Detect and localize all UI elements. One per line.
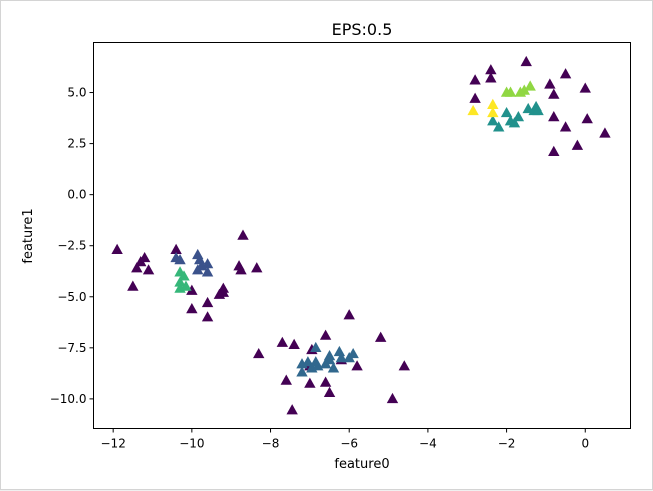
data-point-cluster-1-3 — [142, 264, 155, 275]
data-point-cluster-1-20 — [280, 374, 292, 385]
data-point-cluster-1-32 — [374, 331, 387, 342]
x-tick-label: −8 — [262, 437, 280, 451]
y-axis-label: feature1 — [21, 208, 36, 263]
y-tick-label: 5.0 — [67, 86, 86, 100]
data-point-cluster-1-40 — [544, 78, 556, 89]
data-point-cluster-1-42 — [548, 111, 560, 122]
data-point-cluster0-6 — [201, 258, 214, 269]
data-point-cluster-1-5 — [127, 280, 139, 291]
data-point-cluster-1-19 — [276, 336, 289, 347]
data-point-cluster-1-33 — [386, 392, 399, 404]
data-point-cluster3-1 — [178, 270, 190, 281]
data-point-cluster-1-47 — [579, 82, 591, 93]
data-point-cluster-1-46 — [571, 139, 584, 150]
data-point-cluster4-4 — [524, 80, 536, 91]
y-tick-label: −5.0 — [57, 290, 86, 304]
data-point-cluster-1-39 — [520, 55, 532, 67]
data-point-cluster5-1 — [487, 98, 499, 109]
x-axis-ticks: −12 −10 −8 −6 −4 −2 0 — [101, 428, 589, 451]
data-point-cluster-1-28 — [323, 386, 336, 397]
y-tick-label: 2.5 — [67, 137, 86, 151]
data-point-cluster-1-35 — [469, 74, 481, 85]
x-tick-label: −4 — [419, 437, 437, 451]
data-point-cluster2-5 — [512, 111, 525, 122]
data-point-cluster-1-22 — [286, 404, 298, 415]
data-point-cluster4-3 — [518, 84, 530, 95]
data-point-cluster2-2 — [500, 106, 513, 118]
x-tick-label: 0 — [581, 437, 589, 451]
data-point-cluster0-5 — [192, 264, 204, 275]
data-point-cluster-1-0 — [111, 243, 123, 254]
data-point-cluster2-4 — [508, 117, 521, 128]
data-point-cluster2-1 — [493, 121, 505, 132]
x-tick-label: −2 — [498, 437, 516, 451]
data-point-cluster0-1 — [174, 254, 186, 265]
y-tick-label: −10.0 — [50, 392, 87, 406]
data-point-cluster1-6 — [310, 341, 322, 353]
data-point-cluster-1-31 — [351, 360, 363, 371]
data-point-cluster-1-44 — [559, 68, 572, 79]
data-point-cluster-1-4 — [131, 262, 143, 273]
data-point-cluster-1-7 — [186, 284, 198, 295]
data-point-cluster1-10 — [327, 362, 340, 373]
data-point-cluster-1-2 — [138, 251, 151, 263]
data-point-cluster1-1 — [296, 366, 308, 377]
data-point-cluster4-1 — [504, 86, 517, 97]
data-point-cluster-1-15 — [235, 264, 247, 275]
data-point-cluster-1-13 — [213, 288, 226, 299]
data-point-cluster0-3 — [194, 254, 206, 265]
data-point-cluster2-9 — [532, 104, 544, 116]
data-point-cluster-1-6 — [170, 243, 182, 254]
data-point-cluster-1-27 — [319, 376, 332, 387]
data-point-cluster-1-9 — [201, 296, 214, 308]
data-point-cluster-1-43 — [548, 145, 560, 156]
x-axis-label: feature0 — [334, 457, 389, 472]
data-point-cluster-1-34 — [398, 360, 410, 371]
chart-title: EPS:0.5 — [332, 20, 393, 39]
data-point-cluster-1-30 — [343, 309, 355, 320]
data-point-cluster1-14 — [347, 347, 359, 359]
data-point-cluster3-4 — [180, 280, 192, 291]
data-point-cluster-1-36 — [469, 92, 481, 103]
data-point-cluster5-2 — [487, 106, 499, 118]
data-point-cluster-1-41 — [548, 88, 560, 99]
y-tick-label: 0.0 — [67, 188, 86, 202]
data-point-cluster-1-8 — [186, 303, 198, 314]
data-point-cluster-1-45 — [559, 121, 572, 132]
x-tick-label: −10 — [179, 437, 204, 451]
x-tick-label: −6 — [340, 437, 358, 451]
data-point-cluster-1-48 — [581, 113, 593, 124]
y-tick-label: −2.5 — [57, 239, 86, 253]
data-point-cluster-1-16 — [237, 229, 249, 240]
data-points — [111, 55, 611, 415]
data-point-cluster-1-10 — [201, 311, 214, 322]
data-point-cluster-1-38 — [485, 72, 497, 83]
data-point-cluster-1-17 — [251, 262, 263, 273]
data-point-cluster-1-21 — [288, 338, 300, 349]
axes-frame — [93, 42, 631, 429]
y-tick-label: −7.5 — [57, 341, 86, 355]
y-axis-ticks: −10.0 −7.5 −5.0 −2.5 0.0 2.5 5.0 — [50, 86, 94, 406]
data-point-cluster5-0 — [467, 104, 479, 116]
data-point-cluster-1-26 — [319, 329, 332, 340]
data-point-cluster3-2 — [174, 276, 186, 287]
data-point-cluster-1-18 — [253, 347, 265, 359]
data-point-cluster-1-37 — [485, 64, 497, 75]
x-tick-label: −12 — [101, 437, 126, 451]
data-point-cluster1-11 — [333, 345, 346, 357]
data-point-cluster2-0 — [487, 115, 499, 126]
data-point-cluster1-12 — [335, 352, 348, 363]
data-point-cluster0-7 — [201, 266, 214, 277]
data-point-cluster-1-23 — [304, 377, 316, 388]
data-point-cluster-1-49 — [599, 127, 611, 138]
data-point-cluster1-9 — [323, 349, 336, 361]
data-point-cluster1-2 — [302, 356, 314, 367]
